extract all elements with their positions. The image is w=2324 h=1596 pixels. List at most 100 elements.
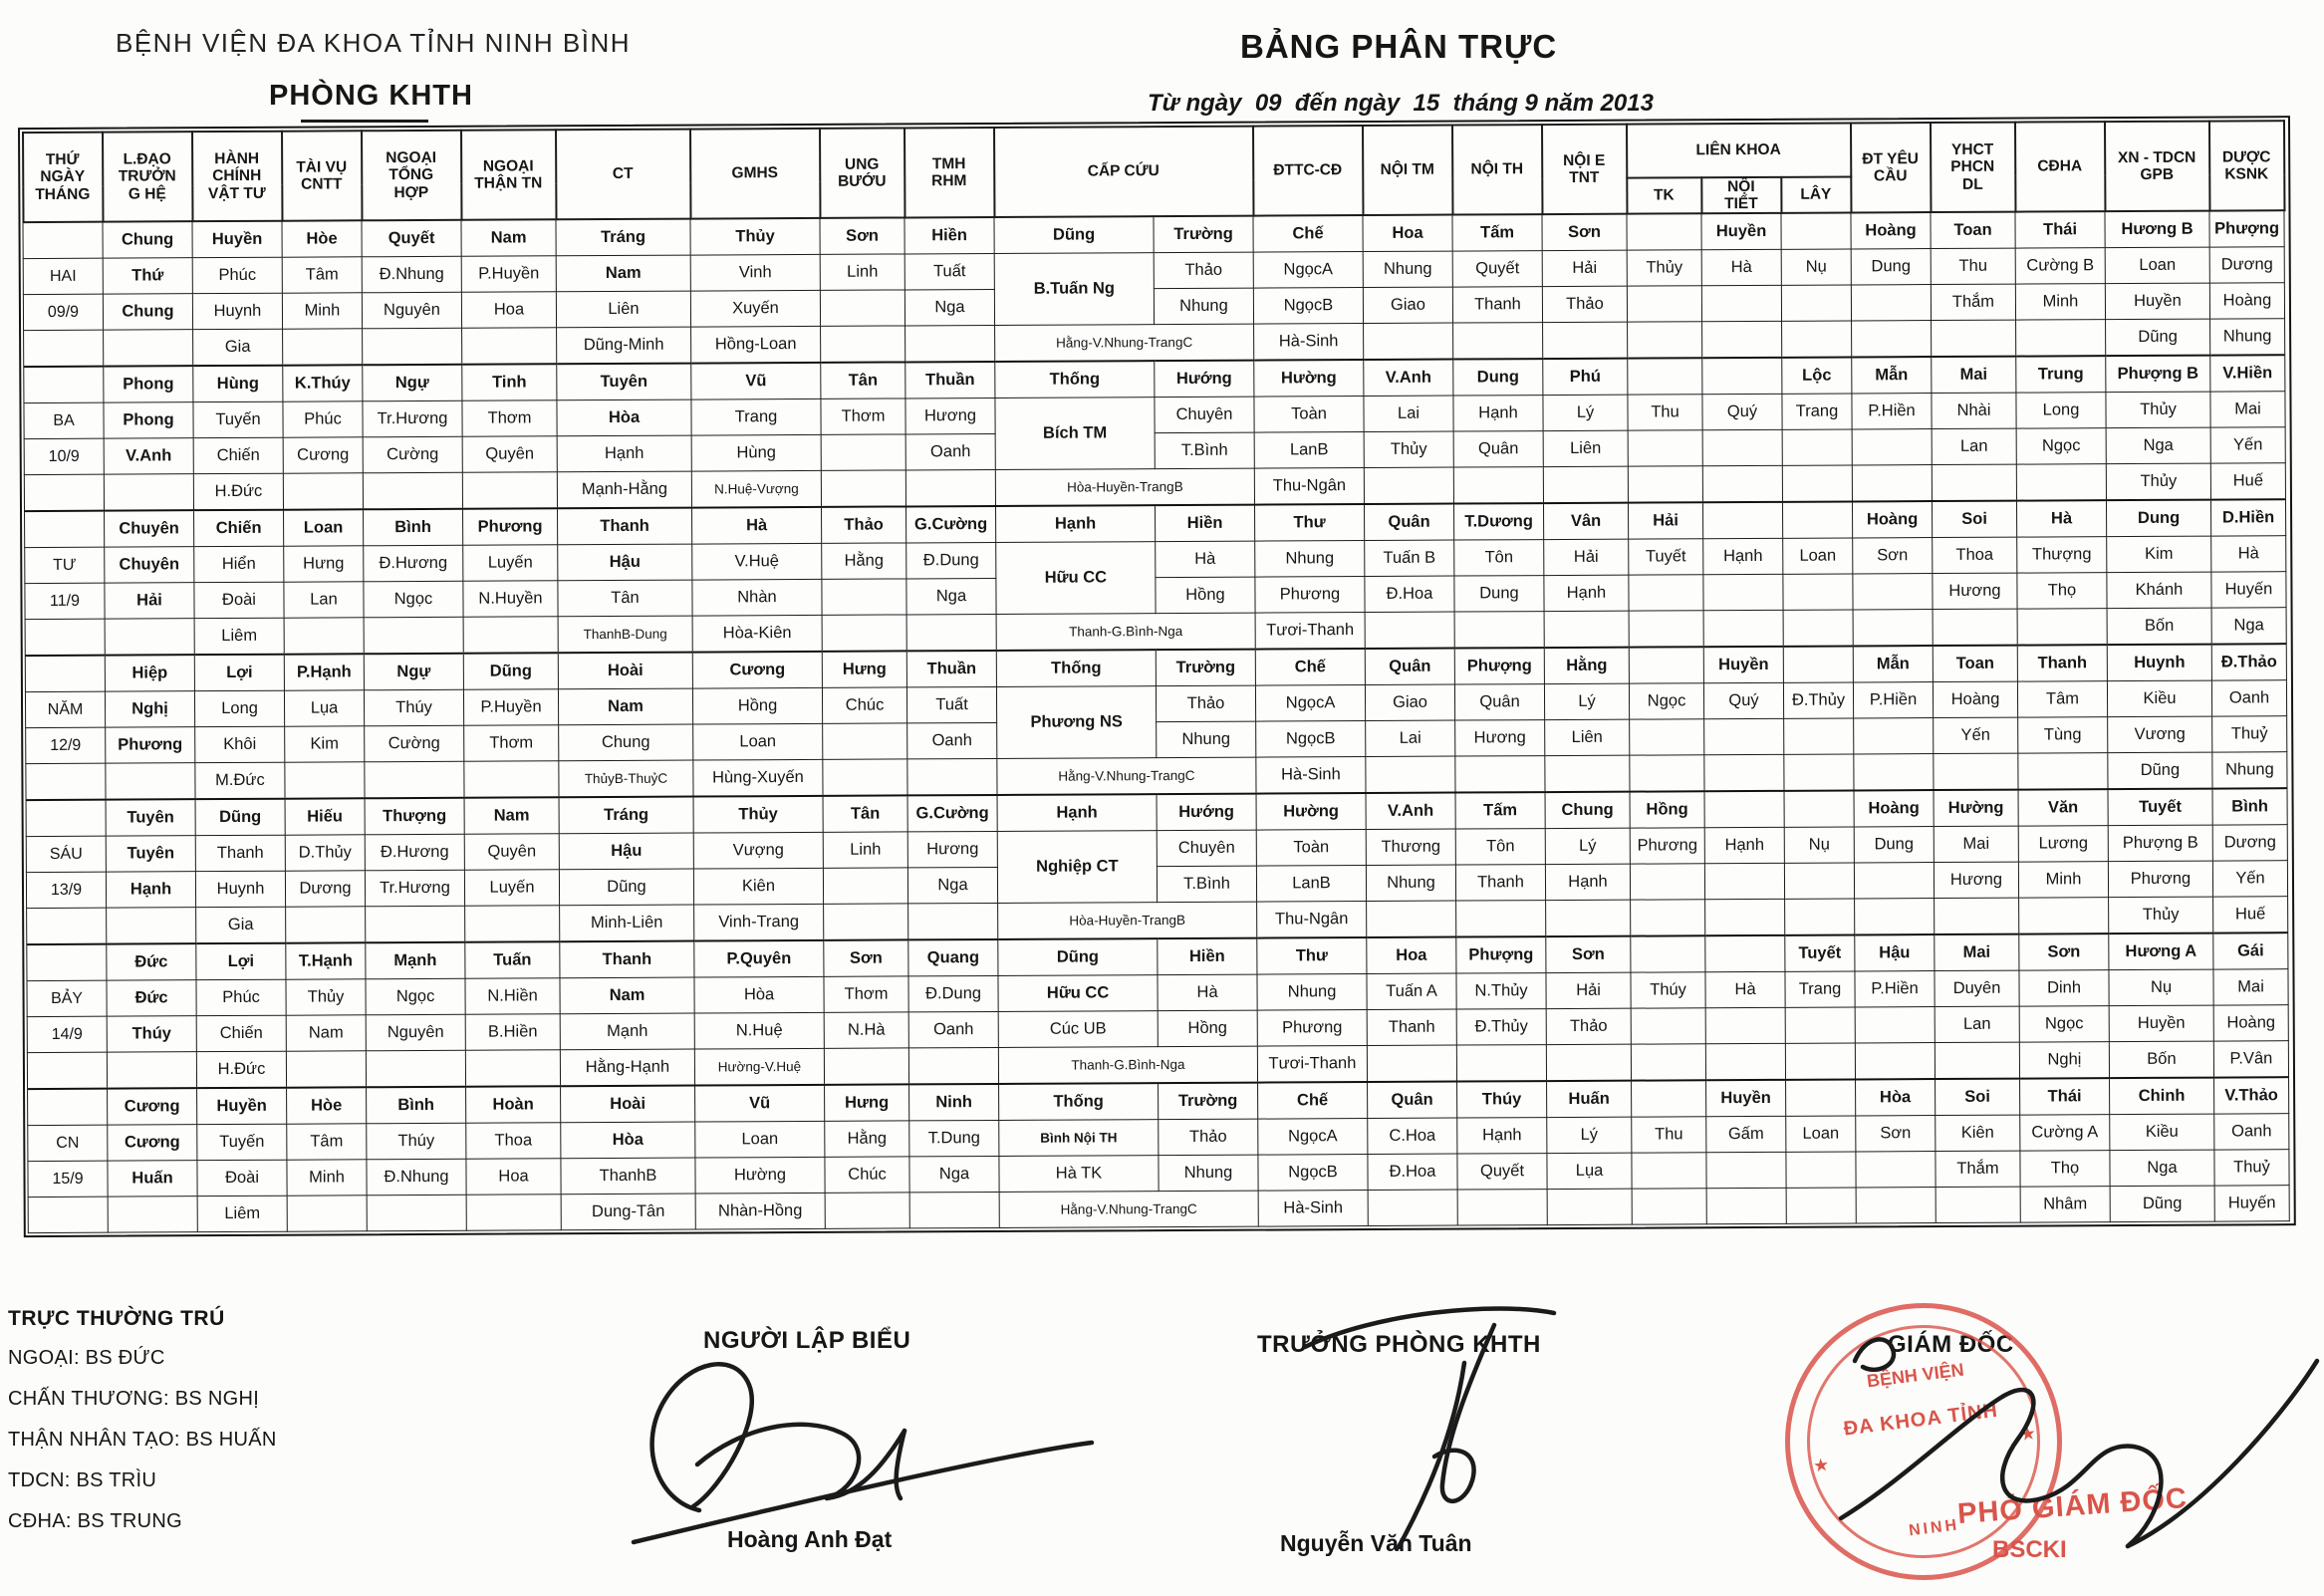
col-header: ĐT YÊU CẦU	[1850, 122, 1931, 213]
roster-cell: Oanh	[2211, 679, 2287, 717]
roster-cell: Sơn	[1855, 1115, 1936, 1153]
roster-cell: Hiếu	[285, 798, 366, 836]
roster-cell	[1852, 428, 1933, 466]
roster-cell: Huyền	[196, 1087, 287, 1125]
roster-cell: N.Huệ-Vượng	[691, 470, 822, 508]
roster-cell: Hải	[1543, 539, 1629, 576]
roster-cell	[1934, 898, 2019, 935]
roster-cell: Bốn	[2109, 1041, 2214, 1079]
roster-cell: Quyết	[1452, 250, 1543, 288]
roster-cell: Phượng B	[2105, 355, 2210, 393]
roster-cell: Gia	[195, 907, 286, 944]
col-subheader: TK	[1626, 176, 1701, 214]
roster-cell: Liêm	[194, 618, 285, 656]
roster-cell: Hồng	[1158, 1010, 1258, 1047]
roster-cell: Hạnh	[557, 435, 692, 472]
roster-cell: Hưng	[824, 1084, 909, 1122]
roster-cell	[1704, 791, 1785, 828]
roster-cell: Đ.Nhung	[366, 1159, 467, 1197]
roster-cell: D.Thủy	[285, 835, 366, 872]
roster-cell: Quyên	[462, 435, 558, 473]
roster-cell: Nhung	[1156, 721, 1256, 758]
roster-cell	[1706, 1188, 1787, 1224]
roster-cell: Tuyên	[106, 835, 196, 873]
roster-cell: Nga	[2106, 427, 2211, 464]
roster-cell: Thương	[1366, 829, 1456, 866]
roster-cell: Chúc	[822, 687, 907, 724]
roster-cell: Nụ	[1784, 827, 1855, 864]
roster-cell: Hà TK	[998, 1155, 1160, 1193]
roster-cell: Hương	[907, 831, 998, 869]
roster-cell: Thu-Ngân	[1254, 467, 1365, 505]
roster-cell: Thanh	[557, 507, 692, 545]
col-header: DƯỢC KSNK	[2208, 120, 2284, 211]
col-header: CT	[555, 129, 690, 220]
roster-cell: Tân	[823, 795, 908, 833]
roster-cell: Đ.Hương	[365, 834, 465, 872]
roster-cell: V.Anh	[104, 437, 194, 475]
roster-cell: G.Cường	[907, 795, 998, 833]
roster-cell: Nhung	[2209, 318, 2285, 356]
roster-cell: Liên	[1544, 719, 1630, 756]
day-cell: BẢY	[26, 980, 108, 1017]
roster-cell	[1783, 610, 1854, 648]
page-title: BẢNG PHÂN TRỰC	[1240, 28, 1558, 65]
roster-cell: Chế	[1252, 215, 1364, 253]
roster-cell: Hạnh	[1545, 864, 1631, 901]
roster-cell: Nhung	[1366, 865, 1456, 902]
roster-cell	[1784, 790, 1855, 828]
col-header: ĐTTC-CĐ	[1252, 125, 1363, 216]
roster-cell	[2016, 463, 2107, 501]
roster-cell: Tuyến	[192, 401, 284, 438]
roster-cell: Lan	[1935, 1006, 2020, 1043]
roster-cell	[1783, 754, 1855, 792]
roster-cell: Toan	[1930, 211, 2016, 249]
roster-cell: Thượng	[2016, 536, 2107, 574]
roster-cell	[1935, 1042, 2020, 1080]
day-cell	[25, 655, 106, 692]
roster-cell	[1365, 756, 1456, 794]
roster-cell	[364, 761, 465, 799]
roster-cell: Hậu	[557, 544, 692, 581]
roster-cell: Kiên	[1935, 1115, 2020, 1152]
roster-cell: Hải	[1542, 250, 1628, 287]
roster-cell: Thanh	[2017, 645, 2108, 682]
roster-cell: Huyền	[191, 220, 283, 258]
roster-cell: Cường B	[2015, 247, 2106, 285]
roster-cell	[1854, 862, 1935, 900]
roster-cell: Hưng	[822, 651, 907, 688]
roster-cell: Vinh-Trang	[693, 904, 824, 941]
col-header: NỘI TM	[1362, 125, 1452, 216]
khth-head-name: Nguyễn Văn Tuân	[1280, 1530, 1472, 1556]
roster-cell: Thơm	[823, 976, 909, 1013]
roster-cell: Chiến	[196, 1015, 287, 1052]
roster-cell: Yến	[2210, 426, 2286, 464]
roster-cell: Quân	[1365, 648, 1455, 685]
roster-cell: Chinh	[2109, 1077, 2214, 1115]
roster-cell: Đ.Hoa	[1367, 1154, 1458, 1191]
roster-cell: Liên	[1543, 430, 1629, 467]
roster-cell	[1702, 429, 1783, 466]
roster-cell	[1629, 718, 1704, 756]
roster-cell: Hằng	[824, 1121, 909, 1158]
roster-cell: Huyền	[1703, 647, 1784, 683]
roster-cell	[2015, 319, 2106, 357]
roster-cell: Hòe	[286, 1087, 367, 1125]
roster-cell: Hằng-V.Nhung-TrangC	[999, 1191, 1259, 1228]
stamp-star-icon: ★	[1811, 1454, 1831, 1476]
day-cell: 11/9	[24, 583, 106, 620]
col-header: NỘI TH	[1451, 124, 1542, 215]
roster-cell: Tấm	[1455, 792, 1546, 830]
roster-cell: Nghị	[105, 690, 195, 728]
roster-cell: Nga	[904, 289, 995, 327]
roster-cell: Hùng	[192, 365, 283, 402]
roster-cell: Tâm	[286, 1124, 367, 1161]
roster-cell: Thu	[1931, 248, 2016, 285]
roster-cell	[908, 1047, 999, 1085]
day-cell: BA	[23, 402, 105, 439]
roster-cell	[822, 615, 907, 653]
roster-cell: NgọcA	[1255, 684, 1366, 722]
roster-cell: Dũng	[559, 869, 694, 906]
roster-cell	[1933, 609, 2018, 647]
roster-cell: Ninh	[908, 1084, 999, 1122]
